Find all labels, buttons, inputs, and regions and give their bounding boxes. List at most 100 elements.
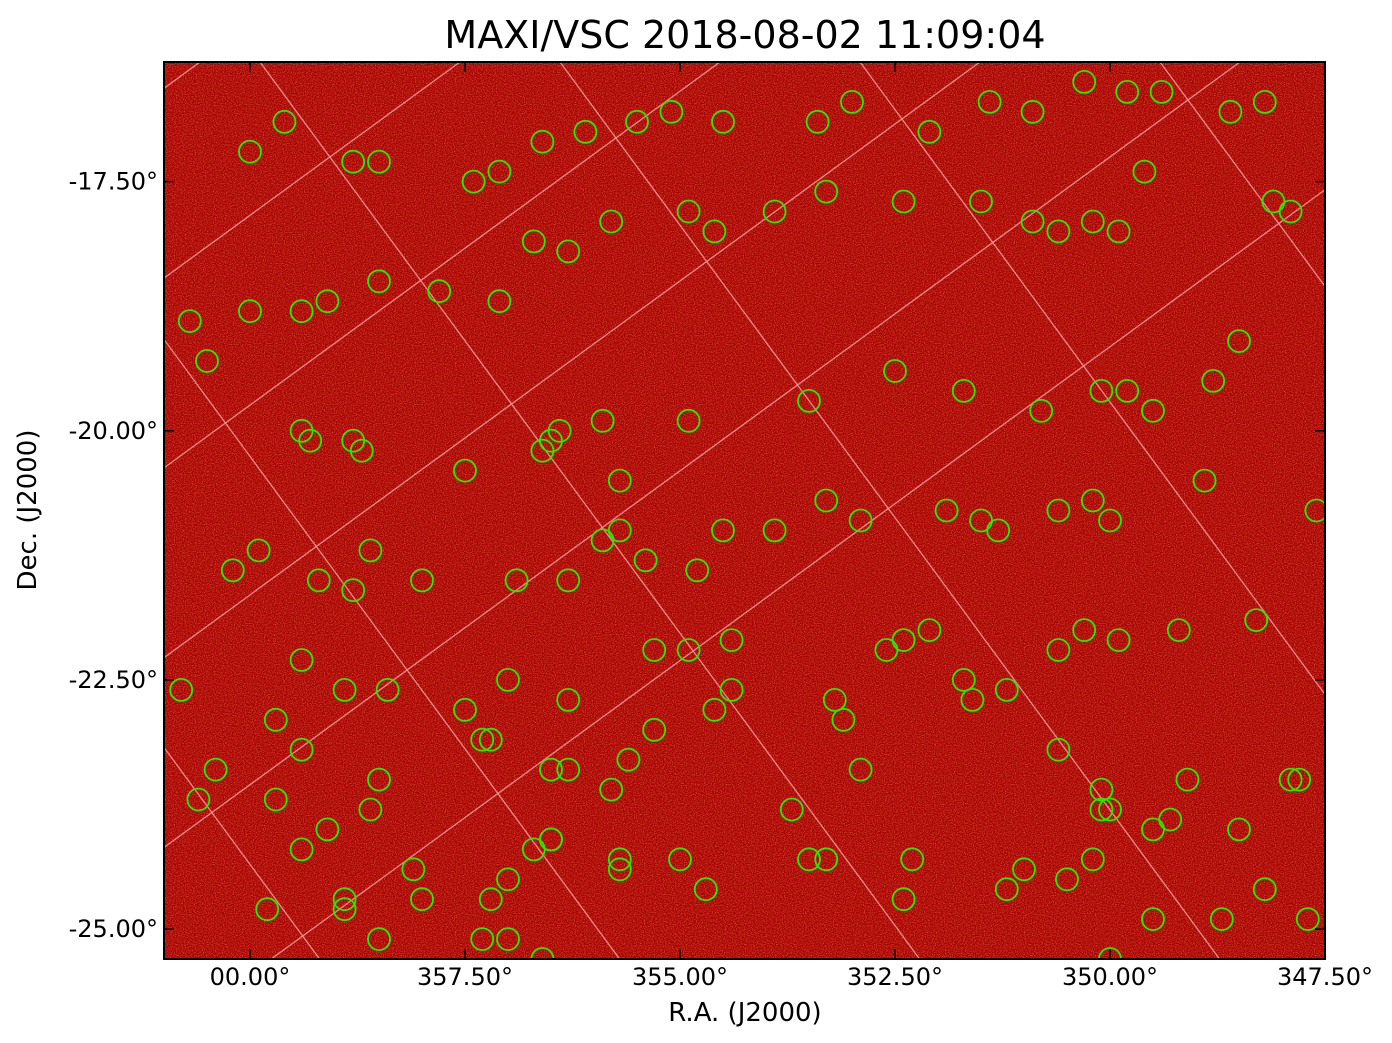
source-marker [986, 518, 1011, 543]
source-marker [1098, 797, 1122, 822]
source-marker [496, 867, 520, 892]
source-marker [951, 378, 976, 403]
source-marker [496, 668, 520, 692]
x-tick-label: 352.50° [847, 963, 943, 991]
source-marker [934, 498, 959, 523]
source-marker [1089, 797, 1114, 822]
source-marker [840, 90, 864, 114]
source-marker [951, 668, 976, 692]
source-marker [1278, 199, 1303, 224]
source-marker [289, 737, 314, 762]
source-marker [977, 90, 1002, 114]
source-marker [994, 678, 1019, 702]
source-marker [341, 149, 366, 174]
x-tick-label: 355.00° [632, 963, 728, 991]
source-marker [711, 109, 735, 134]
source-marker [195, 349, 219, 373]
source-marker [1046, 737, 1071, 762]
source-marker [822, 688, 847, 712]
source-marker [676, 638, 701, 662]
source-marker [1098, 947, 1122, 959]
source-marker [367, 927, 391, 951]
source-marker [891, 189, 916, 214]
grid-line-b [164, 338, 621, 959]
source-marker [659, 99, 684, 124]
source-marker [1046, 498, 1071, 523]
source-marker [891, 887, 916, 912]
source-marker [315, 817, 340, 842]
source-marker [1055, 867, 1079, 892]
source-marker [556, 757, 581, 782]
source-marker [332, 897, 357, 922]
source-marker [599, 209, 624, 234]
source-marker [1072, 70, 1097, 94]
source-marker [1278, 767, 1303, 792]
source-marker [960, 688, 985, 712]
source-marker [367, 269, 391, 294]
source-marker [263, 787, 288, 812]
source-marker [539, 757, 563, 782]
source-marker [1158, 807, 1183, 832]
source-marker [1287, 767, 1312, 792]
source-marker [470, 727, 495, 752]
source-marker [306, 568, 331, 593]
y-tick-label: -20.00° [69, 417, 158, 445]
source-marker [169, 678, 194, 702]
source-marker [900, 847, 925, 872]
grid-line-a [164, 62, 461, 279]
source-marker [186, 787, 211, 812]
source-marker [289, 648, 314, 672]
source-marker [1012, 857, 1036, 882]
source-marker [814, 488, 839, 513]
source-marker [642, 638, 667, 662]
source-marker [556, 688, 581, 712]
source-marker [487, 289, 512, 314]
grid-line-b [559, 62, 1221, 959]
source-marker [1175, 767, 1200, 792]
source-marker [848, 757, 873, 782]
source-marker [1252, 877, 1277, 902]
x-tick-label: 350.00° [1062, 963, 1158, 991]
source-marker [702, 219, 727, 244]
source-marker [272, 109, 297, 134]
source-marker [453, 697, 477, 722]
source-marker [1304, 498, 1325, 523]
source-marker [1115, 378, 1140, 403]
grid-line-b [859, 62, 1325, 696]
source-marker [1029, 398, 1054, 423]
source-marker [367, 149, 391, 174]
source-marker [453, 458, 477, 483]
source-marker [1227, 817, 1251, 842]
source-marker [1141, 907, 1165, 931]
source-marker [1089, 777, 1114, 802]
source-marker [530, 129, 555, 154]
source-marker [1080, 488, 1105, 513]
y-tick-label: -25.00° [69, 915, 158, 943]
source-marker [487, 159, 512, 184]
source-marker [994, 877, 1019, 902]
source-marker [521, 229, 546, 254]
source-marker [1080, 209, 1105, 234]
source-marker [470, 927, 495, 951]
x-tick-label: 00.00° [210, 963, 291, 991]
source-marker [883, 359, 907, 383]
source-marker [530, 947, 555, 959]
grid-line-a [164, 62, 721, 469]
source-marker [805, 109, 830, 134]
grid-line-a [270, 188, 1325, 959]
source-marker [504, 568, 529, 593]
source-marker [599, 777, 624, 802]
source-marker [332, 678, 357, 702]
source-marker [220, 558, 245, 583]
source-marker [496, 927, 520, 951]
y-axis-label: Dec. (J2000) [13, 430, 43, 591]
grid-line-a [164, 62, 981, 659]
x-tick-label: 357.50° [417, 963, 513, 991]
source-marker [332, 887, 357, 912]
source-marker [814, 179, 839, 204]
source-marker [298, 428, 323, 453]
source-marker [367, 767, 391, 792]
source-marker [478, 727, 503, 752]
source-marker [1115, 80, 1140, 104]
source-marker [676, 408, 701, 433]
